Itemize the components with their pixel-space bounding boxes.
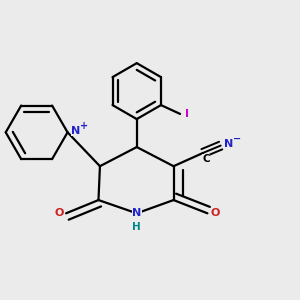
Text: O: O xyxy=(210,208,220,218)
Text: N: N xyxy=(224,139,233,149)
Text: N: N xyxy=(71,126,80,136)
Text: −: − xyxy=(233,134,241,144)
Text: C: C xyxy=(202,154,210,164)
Text: +: + xyxy=(80,121,88,131)
Text: N: N xyxy=(132,208,141,218)
Text: O: O xyxy=(54,208,63,218)
Text: H: H xyxy=(132,222,141,232)
Text: I: I xyxy=(184,109,189,119)
